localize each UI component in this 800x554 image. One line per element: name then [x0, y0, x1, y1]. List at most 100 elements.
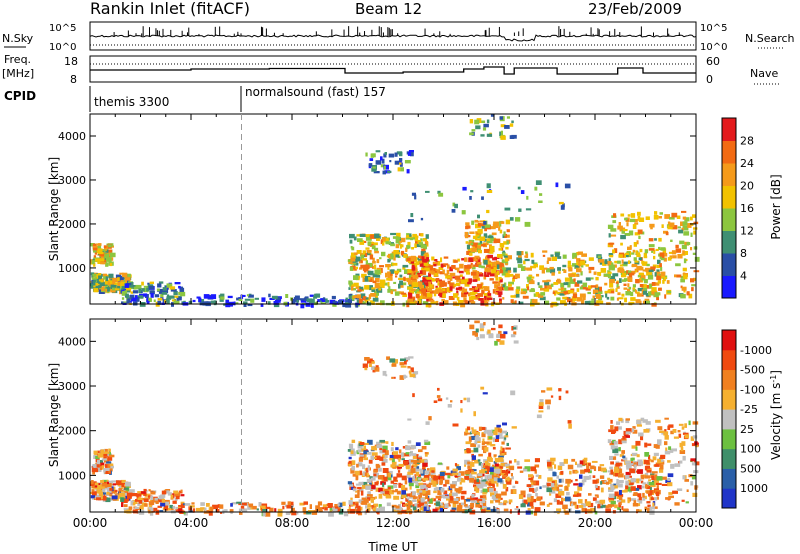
colorbar-tick-label: 8	[740, 247, 747, 260]
rti-cell	[646, 490, 650, 494]
rti-cell	[353, 486, 357, 490]
rti-cell	[367, 465, 370, 471]
rti-cell	[92, 464, 96, 468]
rti-cell	[192, 508, 196, 513]
rti-cell	[349, 508, 356, 514]
rti-cell	[481, 432, 485, 435]
rti-cell	[572, 494, 578, 497]
rti-cell	[385, 272, 388, 278]
x-tick-label: 00:00	[679, 516, 714, 530]
rti-cell	[518, 208, 522, 212]
rti-cell	[546, 405, 550, 410]
rti-cell	[506, 469, 509, 472]
rti-cell	[649, 496, 652, 501]
rti-cell	[127, 281, 133, 285]
rti-cell	[671, 225, 678, 230]
rti-cell	[654, 271, 661, 277]
rti-cell	[692, 435, 698, 439]
rti-cell	[481, 433, 486, 438]
rti-cell	[471, 471, 477, 475]
rti-cell	[558, 484, 563, 487]
rti-cell	[135, 284, 142, 289]
rti-cell	[150, 491, 156, 495]
rti-cell	[386, 502, 391, 507]
rti-cell	[612, 249, 615, 254]
rti-cell	[488, 483, 492, 486]
rti-cell	[665, 479, 671, 483]
rti-cell	[369, 476, 373, 480]
rti-cell	[662, 252, 668, 257]
rti-cell	[625, 474, 630, 479]
rti-cell	[494, 288, 499, 291]
rti-cell	[441, 265, 444, 268]
rti-cell	[518, 301, 524, 305]
rti-cell	[501, 247, 504, 251]
rti-cell	[531, 506, 534, 509]
rti-cell	[404, 453, 410, 457]
rti-cell	[269, 297, 275, 300]
rti-cell	[150, 495, 154, 500]
rti-cell	[460, 400, 463, 404]
rti-cell	[430, 467, 436, 473]
rti-cell	[687, 223, 692, 228]
rti-cell	[494, 427, 500, 432]
noise-panel: N.Sky 10^5 10^0 10^5 10^0 N.Search	[2, 21, 795, 53]
rti-cell	[579, 286, 583, 290]
rti-cell	[414, 478, 418, 482]
rti-cell	[118, 488, 122, 492]
rti-cell	[352, 488, 357, 492]
rti-cell	[411, 453, 417, 456]
rti-cell	[422, 265, 429, 269]
rti-cell	[390, 272, 393, 276]
rti-cell	[382, 170, 386, 175]
rti-cell	[384, 454, 388, 458]
rti-cell	[348, 506, 351, 511]
rti-cell	[572, 293, 578, 299]
rti-cell	[351, 460, 356, 465]
rti-cell	[365, 236, 372, 241]
rti-cell	[520, 291, 527, 295]
rti-cell	[106, 488, 112, 493]
rti-cell	[108, 480, 113, 485]
rti-cell	[92, 278, 99, 282]
rti-cell	[639, 279, 642, 283]
rti-cell	[368, 467, 371, 471]
rti-cell	[636, 478, 640, 484]
colorbar-swatch	[722, 448, 736, 469]
rti-cell	[375, 465, 381, 469]
rti-cell	[364, 367, 368, 371]
rti-cell	[405, 452, 412, 455]
rti-cell	[142, 498, 145, 501]
rti-cell	[597, 504, 601, 509]
rti-cell	[411, 247, 414, 250]
rti-cell	[457, 504, 462, 509]
rti-cell	[505, 246, 509, 250]
rti-cell	[376, 259, 380, 264]
rti-cell	[421, 248, 426, 252]
colorbar-tick-label: 24	[740, 157, 754, 170]
rti-cell	[625, 419, 630, 424]
rti-cell	[405, 465, 410, 470]
rti-cell	[146, 287, 150, 292]
rti-cell	[396, 490, 401, 495]
rti-cell	[141, 281, 144, 286]
rti-cell	[567, 290, 574, 294]
rti-cell	[469, 288, 475, 291]
rti-cell	[643, 252, 647, 258]
rti-cell	[375, 150, 381, 153]
rti-cell	[441, 288, 446, 292]
rti-cell	[472, 429, 477, 434]
rti-cell	[98, 482, 104, 485]
rti-cell	[428, 272, 432, 277]
rti-cell	[621, 450, 625, 454]
rti-cell	[452, 502, 457, 508]
rti-cell	[440, 503, 443, 506]
rti-cell	[610, 486, 615, 490]
rti-cell	[382, 242, 385, 246]
rti-cell	[618, 473, 624, 478]
rti-cell	[486, 299, 490, 302]
rti-cell	[550, 461, 555, 465]
rti-cell	[613, 495, 616, 500]
rti-cell	[481, 289, 485, 295]
rti-cell	[535, 180, 542, 185]
